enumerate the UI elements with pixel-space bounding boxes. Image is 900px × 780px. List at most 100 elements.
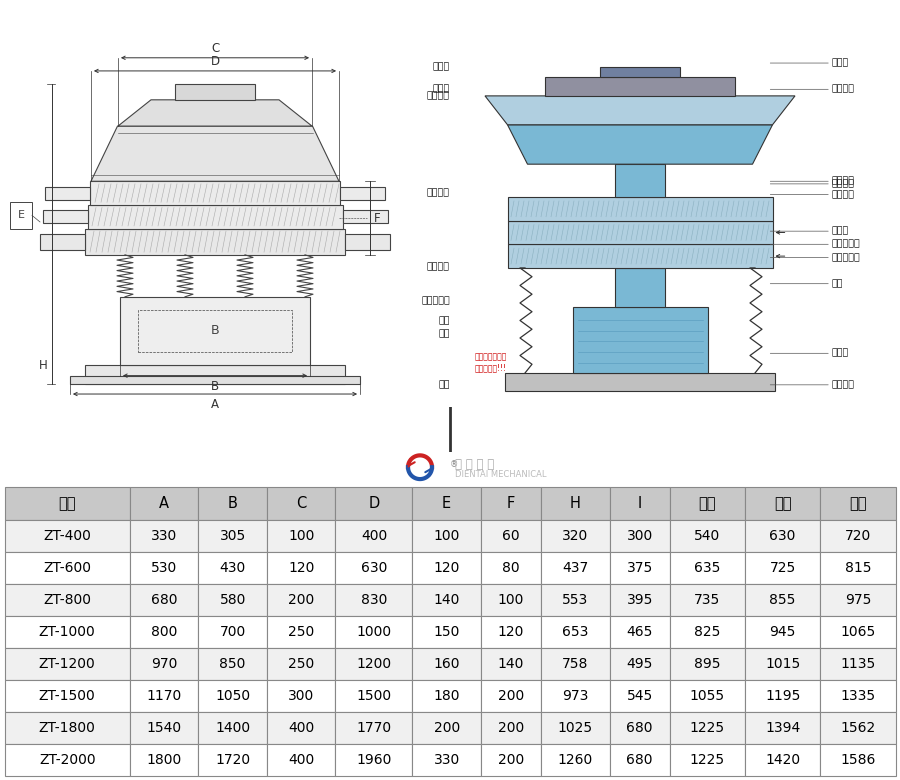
Bar (670, 712, 745, 744)
Bar (336, 583, 412, 615)
Text: 580: 580 (220, 593, 246, 607)
Bar (670, 680, 745, 712)
Text: 680: 680 (151, 593, 177, 607)
Text: 1170: 1170 (147, 689, 182, 703)
Text: 180: 180 (434, 689, 460, 703)
Text: 1770: 1770 (356, 721, 392, 735)
Bar (481, 712, 541, 744)
Text: 辅助筛网: 辅助筛网 (832, 85, 855, 94)
Bar (267, 615, 336, 648)
Text: 630: 630 (361, 561, 387, 575)
Bar (267, 744, 336, 776)
Text: E: E (17, 211, 24, 221)
Text: 1065: 1065 (841, 625, 876, 639)
Text: 725: 725 (770, 561, 796, 575)
Bar (745, 712, 820, 744)
Bar (541, 583, 609, 615)
Text: 330: 330 (151, 529, 177, 543)
Text: 825: 825 (694, 625, 721, 639)
Text: 1562: 1562 (841, 721, 876, 735)
Bar (412, 615, 481, 648)
Text: 300: 300 (626, 529, 652, 543)
Bar (670, 648, 745, 680)
Text: 级外重锤板: 级外重锤板 (832, 253, 860, 262)
Text: 型号: 型号 (58, 496, 76, 511)
Bar (820, 519, 896, 551)
Bar (120, 297, 310, 365)
Text: 850: 850 (220, 657, 246, 671)
Bar (90, 181, 340, 205)
Text: 小尺寸排料: 小尺寸排料 (421, 296, 450, 305)
Bar (609, 648, 670, 680)
Bar (130, 615, 198, 648)
Bar (336, 744, 412, 776)
Text: ZT-1500: ZT-1500 (39, 689, 95, 703)
Text: 振体: 振体 (832, 279, 843, 288)
Text: 进料口: 进料口 (832, 58, 850, 68)
Bar (820, 551, 896, 583)
Text: 1225: 1225 (690, 721, 725, 735)
Text: 1260: 1260 (558, 753, 593, 767)
Text: 1400: 1400 (215, 721, 250, 735)
Bar (820, 648, 896, 680)
Bar (336, 519, 412, 551)
Text: 150: 150 (434, 625, 460, 639)
Bar (87, 205, 343, 229)
Bar (267, 712, 336, 744)
Bar (4, 744, 130, 776)
Text: 中部框架: 中部框架 (427, 189, 450, 197)
Text: 395: 395 (626, 593, 652, 607)
Bar (267, 583, 336, 615)
Bar (609, 744, 670, 776)
Text: C: C (211, 42, 219, 55)
Text: ZT-600: ZT-600 (43, 561, 91, 575)
Text: ZT-800: ZT-800 (43, 593, 91, 607)
Text: 80: 80 (502, 561, 520, 575)
Text: 底部框架: 底部框架 (427, 262, 450, 271)
Text: 1420: 1420 (765, 753, 800, 767)
Text: 680: 680 (626, 753, 653, 767)
Bar (545, 77, 735, 96)
Bar (745, 680, 820, 712)
Bar (267, 648, 336, 680)
Bar (198, 648, 267, 680)
Bar (198, 519, 267, 551)
Text: 1135: 1135 (841, 657, 876, 671)
Text: 1586: 1586 (841, 753, 876, 767)
Bar (745, 615, 820, 648)
Text: 815: 815 (844, 561, 871, 575)
Bar (505, 373, 775, 392)
Bar (820, 744, 896, 776)
Text: 三层: 三层 (849, 496, 867, 511)
Text: 100: 100 (288, 529, 314, 543)
Bar (4, 551, 130, 583)
Text: 1500: 1500 (356, 689, 392, 703)
Bar (820, 488, 896, 519)
Bar (4, 583, 130, 615)
Text: 120: 120 (434, 561, 460, 575)
Bar (609, 519, 670, 551)
Text: 1540: 1540 (147, 721, 182, 735)
Bar (267, 551, 336, 583)
Text: 437: 437 (562, 561, 589, 575)
Bar (745, 519, 820, 551)
Bar (267, 680, 336, 712)
Bar (412, 583, 481, 615)
Text: 一层: 一层 (698, 496, 716, 511)
Bar (130, 648, 198, 680)
Bar (745, 488, 820, 519)
Text: 1200: 1200 (356, 657, 392, 671)
Bar (572, 307, 707, 373)
Text: 855: 855 (770, 593, 796, 607)
Bar (609, 488, 670, 519)
Text: 400: 400 (361, 529, 387, 543)
Bar (198, 712, 267, 744)
Bar (198, 488, 267, 519)
Bar (198, 615, 267, 648)
Bar (541, 744, 609, 776)
Bar (267, 519, 336, 551)
Text: 140: 140 (434, 593, 460, 607)
Bar (508, 221, 772, 244)
Bar (541, 712, 609, 744)
Text: 1960: 1960 (356, 753, 392, 767)
